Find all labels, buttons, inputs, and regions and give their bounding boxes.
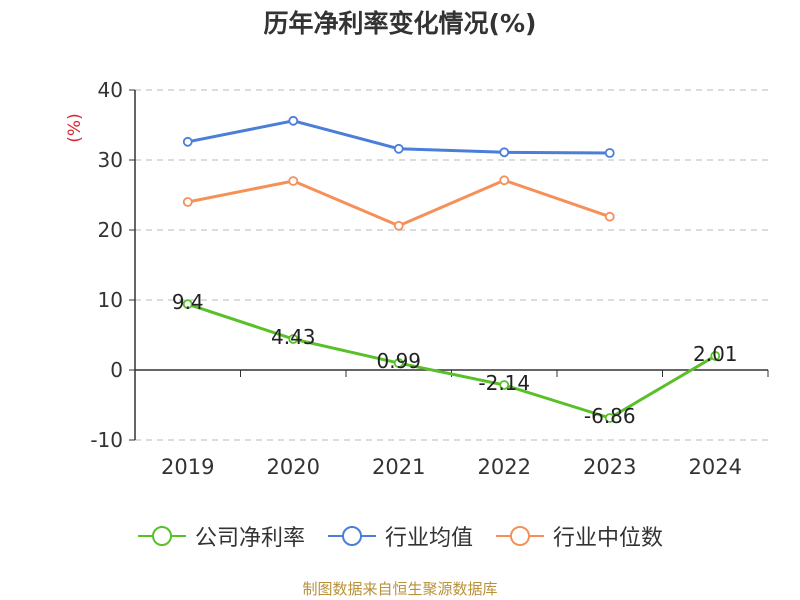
legend-item-industry-mean[interactable]: 行业均值: [327, 520, 473, 552]
data-label-s0-2022: -2.14: [478, 371, 530, 395]
data-point-s0-2021: [393, 358, 404, 368]
series-line-0: [187, 302, 717, 420]
data-label-s0-2021: 0.99: [376, 349, 421, 373]
y-tick-label-40: 40: [98, 78, 123, 102]
legend-circle-median: [510, 526, 530, 546]
legend-label-industry-mean: 行业均值: [384, 526, 473, 551]
data-point-s2-2020: [288, 176, 299, 186]
data-point-s0-2019: [182, 299, 193, 310]
legend-circle-mean: [341, 526, 362, 546]
y-axis-label: (%): [65, 113, 85, 142]
data-label-s0-2024: 2.01: [693, 342, 738, 366]
x-tick-label-2023: 2023: [583, 455, 636, 479]
data-point-s0-2023: [604, 413, 615, 423]
y-tick-label-20: 20: [98, 218, 123, 242]
chart-title: 历年净利率变化情况(%): [263, 9, 537, 38]
series-line-2: [187, 178, 611, 228]
x-tick-label-2020: 2020: [267, 455, 320, 479]
legend-label-industry-median: 行业中位数: [553, 526, 664, 551]
data-point-s2-2022: [499, 175, 510, 186]
x-tick-label-2019: 2019: [161, 455, 214, 479]
data-point-s1-2019: [182, 136, 193, 147]
data-label-s0-2019: 9.4: [172, 290, 204, 314]
legend-marker-industry-mean: [327, 526, 376, 546]
chart-legend: 公司净利率 行业均值 行业中位数: [0, 518, 800, 554]
data-point-s1-2021: [393, 143, 404, 154]
legend-marker-industry-median: [496, 526, 544, 546]
data-point-s0-2022: [499, 380, 510, 390]
y-tick-label-30: 30: [98, 148, 123, 172]
legend-item-company-net-margin[interactable]: 公司净利率: [137, 520, 305, 552]
data-point-s0-2024: [710, 351, 721, 361]
y-tick-label-0: 0: [110, 358, 123, 382]
y-tick-label-10: 10: [98, 288, 123, 312]
data-source-note: 制图数据来自恒生聚源数据库: [302, 580, 498, 598]
legend-label-company-net-margin: 公司净利率: [194, 526, 305, 551]
data-point-s1-2023: [604, 148, 615, 158]
x-tick-label-2024: 2024: [689, 455, 742, 479]
x-tick-label-2022: 2022: [478, 455, 531, 479]
data-point-s1-2020: [288, 115, 299, 126]
data-point-s1-2022: [499, 147, 510, 158]
data-point-s2-2023: [604, 211, 615, 222]
data-label-s0-2023: -6.86: [584, 404, 636, 428]
y-tick-label--10: -10: [90, 428, 123, 452]
legend-item-industry-median[interactable]: 行业中位数: [495, 520, 663, 552]
data-point-s2-2019: [182, 197, 193, 207]
data-point-s0-2020: [288, 334, 299, 344]
legend-marker-company-net-margin: [137, 526, 186, 546]
legend-circle-company: [151, 526, 172, 546]
x-tick-label-2021: 2021: [372, 455, 425, 479]
data-label-s0-2020: 4.43: [271, 325, 316, 349]
data-point-s2-2021: [393, 220, 404, 231]
